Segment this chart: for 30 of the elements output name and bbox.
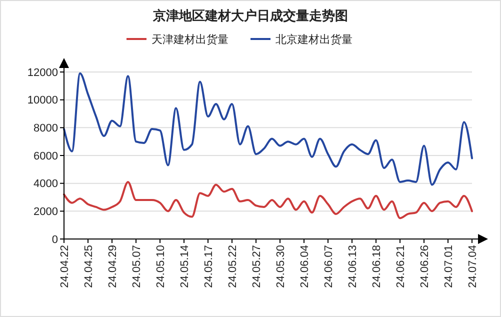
y-tick-label: 6000 <box>34 150 58 162</box>
y-tick-label: 10000 <box>27 94 58 107</box>
line-series <box>63 180 473 220</box>
x-tick-label: 24.06.21 <box>395 245 407 288</box>
y-tick-label: 8000 <box>34 122 58 135</box>
legend-label: 天津建材出货量 <box>152 33 228 46</box>
x-tick-label: 24.05.10 <box>155 245 167 288</box>
x-tick-label: 24.05.17 <box>203 245 215 288</box>
x-tick-label: 24.05.30 <box>275 245 287 288</box>
x-tick-label: 24.04.29 <box>107 245 119 288</box>
x-tick-label: 24.07.01 <box>443 245 455 288</box>
y-tick-label: 12000 <box>27 66 58 79</box>
legend-label: 北京建材出货量 <box>276 33 352 46</box>
x-tick-label: 24.06.04 <box>299 245 311 288</box>
x-tick-label: 24.05.22 <box>227 245 239 288</box>
x-tick-label: 24.04.25 <box>83 245 95 288</box>
chart-title: 京津地区建材大户日成交量走势图 <box>152 8 348 23</box>
x-tick-label: 24.06.26 <box>419 245 431 288</box>
line-series <box>63 72 473 186</box>
x-tick-label: 24.04.22 <box>59 245 71 288</box>
x-tick-label: 24.05.14 <box>179 245 191 288</box>
x-tick-label: 24.06.07 <box>323 245 335 288</box>
x-tick-label: 24.05.07 <box>131 245 143 288</box>
y-tick-label: 2000 <box>34 206 58 218</box>
x-tick-label: 24.05.27 <box>251 245 263 288</box>
x-tick-label: 24.06.18 <box>371 245 383 288</box>
y-tick-label: 4000 <box>34 178 58 190</box>
y-tick-label: 0 <box>52 234 58 246</box>
x-tick-label: 24.07.04 <box>467 245 479 288</box>
x-tick-label: 24.06.13 <box>347 245 359 288</box>
